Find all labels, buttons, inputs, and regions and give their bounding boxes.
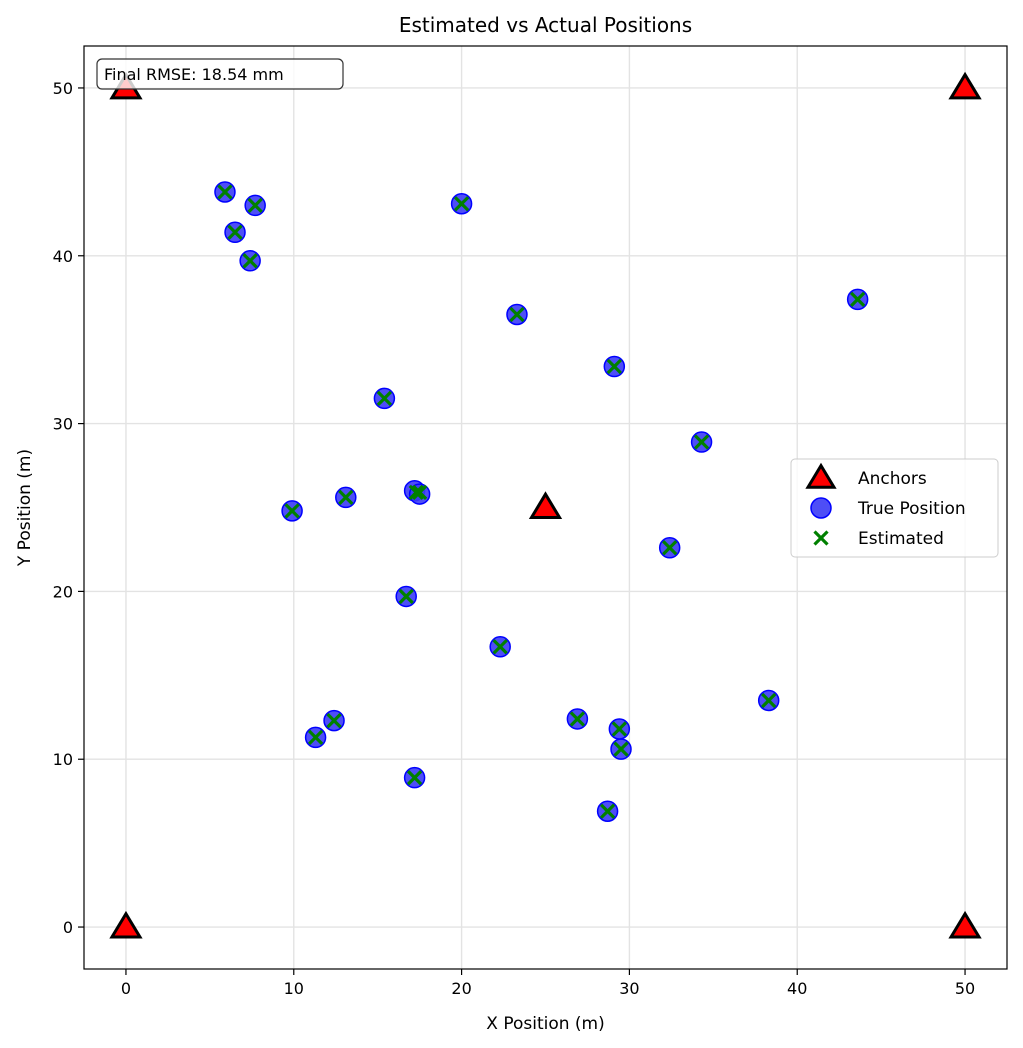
- estimated-mark-stroke: [242, 253, 258, 269]
- estimated-mark-stroke: [492, 639, 508, 655]
- estimated-mark-stroke: [398, 588, 414, 605]
- estimated-mark-stroke: [606, 358, 622, 375]
- plot-frame: [83, 45, 1008, 970]
- estimated-point: [326, 712, 342, 729]
- estimated-mark-stroke: [406, 770, 423, 786]
- estimated-point: [406, 770, 423, 786]
- legend-item: True Position: [810, 497, 966, 519]
- estimated-point: [613, 741, 629, 757]
- estimated-mark-stroke: [509, 306, 525, 323]
- legend-item: Anchors: [805, 462, 927, 489]
- estimated-mark-stroke: [613, 741, 629, 757]
- estimated-mark-stroke: [408, 484, 424, 501]
- estimated-mark-stroke: [284, 503, 300, 519]
- y-tick-label: 40: [53, 247, 73, 266]
- estimated-point: [247, 197, 263, 214]
- estimated-point: [569, 711, 586, 727]
- legend: Anchors True Position Estimated: [790, 458, 999, 558]
- estimated-point: [492, 639, 508, 655]
- estimated-point: [606, 358, 622, 375]
- axis-ticks: 0 10 20 30 40 50 0 10 20 30 40 50: [53, 79, 976, 998]
- estimated-point: [850, 291, 866, 308]
- x-tick-label: 10: [284, 979, 304, 998]
- estimated-mark-stroke: [662, 540, 678, 556]
- estimated-point: [398, 588, 414, 605]
- estimated-point: [376, 390, 393, 407]
- estimated-point: [662, 540, 678, 556]
- x-tick-label: 30: [619, 979, 639, 998]
- estimated-mark-stroke: [217, 184, 233, 200]
- x-tick-label: 0: [121, 979, 131, 998]
- estimated-point: [217, 184, 233, 200]
- estimated-point: [242, 253, 258, 269]
- estimated-mark-stroke: [611, 721, 627, 737]
- x-axis-label: X Position (m): [486, 1014, 604, 1034]
- legend-anchor-icon: [805, 462, 837, 489]
- estimated-mark-stroke: [227, 224, 243, 240]
- estimated-point: [227, 224, 243, 240]
- x-tick-label: 50: [955, 979, 975, 998]
- estimated-point: [338, 489, 354, 506]
- anchor-point: [528, 491, 563, 519]
- estimated-point: [412, 484, 428, 501]
- y-axis-label: Y Position (m): [15, 449, 35, 567]
- estimated-mark-stroke: [761, 692, 777, 709]
- y-tick-label: 0: [63, 918, 73, 937]
- estimated-point: [611, 721, 627, 737]
- estimated-point: [761, 692, 777, 709]
- legend-item: Estimated: [813, 529, 944, 549]
- legend-true-position-icon: [810, 497, 832, 519]
- estimated-point: [284, 503, 300, 519]
- y-tick-label: 20: [53, 582, 73, 601]
- anchor-point: [109, 910, 143, 939]
- estimated-point: [307, 729, 324, 746]
- y-tick-label: 50: [53, 79, 73, 98]
- rmse-annotation-box: [96, 58, 344, 90]
- estimated-point: [599, 803, 616, 819]
- anchor-point: [948, 71, 982, 100]
- plot-data: [109, 71, 982, 939]
- estimated-mark-stroke: [569, 711, 586, 727]
- estimated-mark-stroke: [326, 712, 342, 729]
- x-tick-label: 40: [787, 979, 807, 998]
- legend-box: [790, 458, 999, 558]
- estimated-mark-stroke: [453, 196, 470, 212]
- estimated-mark-stroke: [338, 489, 354, 506]
- estimated-point: [408, 484, 424, 501]
- estimated-mark-stroke: [813, 530, 829, 546]
- estimated-point: [693, 434, 710, 450]
- rmse-annotation-text: Final RMSE: 18.54 mm: [104, 65, 284, 84]
- estimated-mark-stroke: [412, 484, 428, 501]
- y-tick-label: 10: [53, 750, 73, 769]
- legend-estimated-icon: [813, 530, 829, 546]
- x-tick-label: 20: [451, 979, 471, 998]
- anchor-point: [948, 910, 982, 939]
- estimated-point: [509, 306, 525, 323]
- estimated-mark-stroke: [599, 803, 616, 819]
- legend-label: Anchors: [858, 469, 927, 489]
- estimated-mark-stroke: [376, 390, 393, 407]
- estimated-point: [453, 196, 470, 212]
- estimated-mark-stroke: [693, 434, 710, 450]
- estimated-mark-stroke: [850, 291, 866, 308]
- legend-label: Estimated: [858, 529, 944, 549]
- estimated-mark-stroke: [247, 197, 263, 214]
- y-tick-label: 30: [53, 415, 73, 434]
- estimated-mark-stroke: [307, 729, 324, 746]
- chart-title: Estimated vs Actual Positions: [399, 13, 692, 37]
- legend-label: True Position: [857, 499, 966, 519]
- rmse-annotation: Final RMSE: 18.54 mm: [96, 58, 344, 90]
